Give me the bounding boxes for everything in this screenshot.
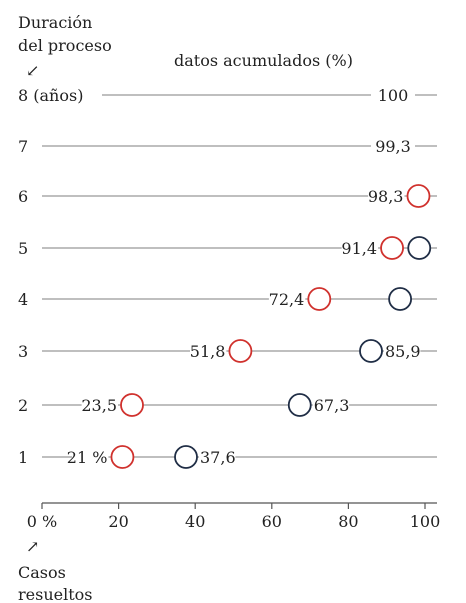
data-label-series0-row6: 98,3 (368, 187, 404, 206)
top-value-label-7: 99,3 (375, 137, 411, 156)
x-tick-label-5: 100 (410, 512, 441, 531)
y-tick-label-1: 1 (18, 448, 28, 467)
dot-series0-row5 (380, 236, 404, 260)
label-bg-series1-row1 (199, 446, 236, 468)
label-bg-series0-row6 (368, 185, 405, 207)
x-tick-label-1: 20 (108, 512, 128, 531)
x-axis-title-line1: Casos (18, 563, 66, 582)
y-axis-title-line1: Duración (18, 13, 92, 32)
x-tick-label-4: 80 (338, 512, 358, 531)
y-tick-label-3: 3 (18, 342, 28, 361)
y-tick-label-4: 4 (18, 290, 28, 309)
label-bg-series1-row3 (383, 340, 421, 362)
y-tick-label-2: 2 (18, 396, 28, 415)
x-tick-label-0: 0 % (27, 512, 57, 531)
x-tick-label-2: 40 (185, 512, 205, 531)
y-axis-arrow-icon: ↙ (26, 61, 39, 80)
label-bg-series0-row5 (341, 237, 379, 259)
top-label: datos acumulados (%) (174, 51, 353, 70)
dot-series0-row1 (110, 445, 135, 469)
dot-series1-row3 (359, 339, 383, 363)
dot-series0-row4 (307, 287, 332, 311)
data-label-series1-row1: 37,6 (200, 448, 236, 467)
x-axis-arrow-icon: ↗ (26, 537, 39, 556)
top-value-bg-8 (371, 84, 415, 106)
label-bg-series1-row2 (312, 394, 350, 416)
label-bg-series0-row2 (81, 394, 119, 416)
label-bg-series0-row4 (268, 288, 306, 310)
data-label-series0-row1: 21 % (67, 448, 108, 467)
data-label-series1-row3: 85,9 (385, 342, 421, 361)
y-axis-title-line2: del proceso (18, 36, 112, 55)
x-tick-label-3: 60 (262, 512, 282, 531)
y-tick-label-7: 7 (18, 137, 28, 156)
y-tick-label-6: 6 (18, 187, 28, 206)
top-value-label-8: 100 (378, 86, 409, 105)
y-tick-label-5: 5 (18, 239, 28, 258)
top-value-bg-7 (371, 135, 415, 157)
dot-series0-row2 (120, 393, 144, 417)
data-label-series0-row5: 91,4 (341, 239, 377, 258)
dot-series0-row6 (406, 184, 431, 208)
x-axis-title-line2: resueltos (18, 585, 93, 603)
y-tick-label-8: 8 (años) (18, 86, 83, 105)
label-bg-series0-row3 (189, 340, 227, 362)
data-label-series1-row2: 67,3 (314, 396, 350, 415)
dot-series1-row2 (287, 393, 312, 417)
plot-area: 8 (años) 7 6 5 4 3 2 1 100 99,3 98,3 91,4 72,4 51,8 23… (18, 84, 440, 531)
data-label-series0-row4: 72,4 (269, 290, 305, 309)
dot-series1-row4 (388, 287, 413, 311)
label-bg-series0-row1 (72, 446, 109, 468)
data-label-series0-row3: 51,8 (190, 342, 226, 361)
dot-series1-row5 (407, 236, 432, 260)
dot-series0-row3 (228, 339, 253, 363)
dot-series1-row1 (174, 445, 198, 469)
data-label-series0-row2: 23,5 (81, 396, 117, 415)
